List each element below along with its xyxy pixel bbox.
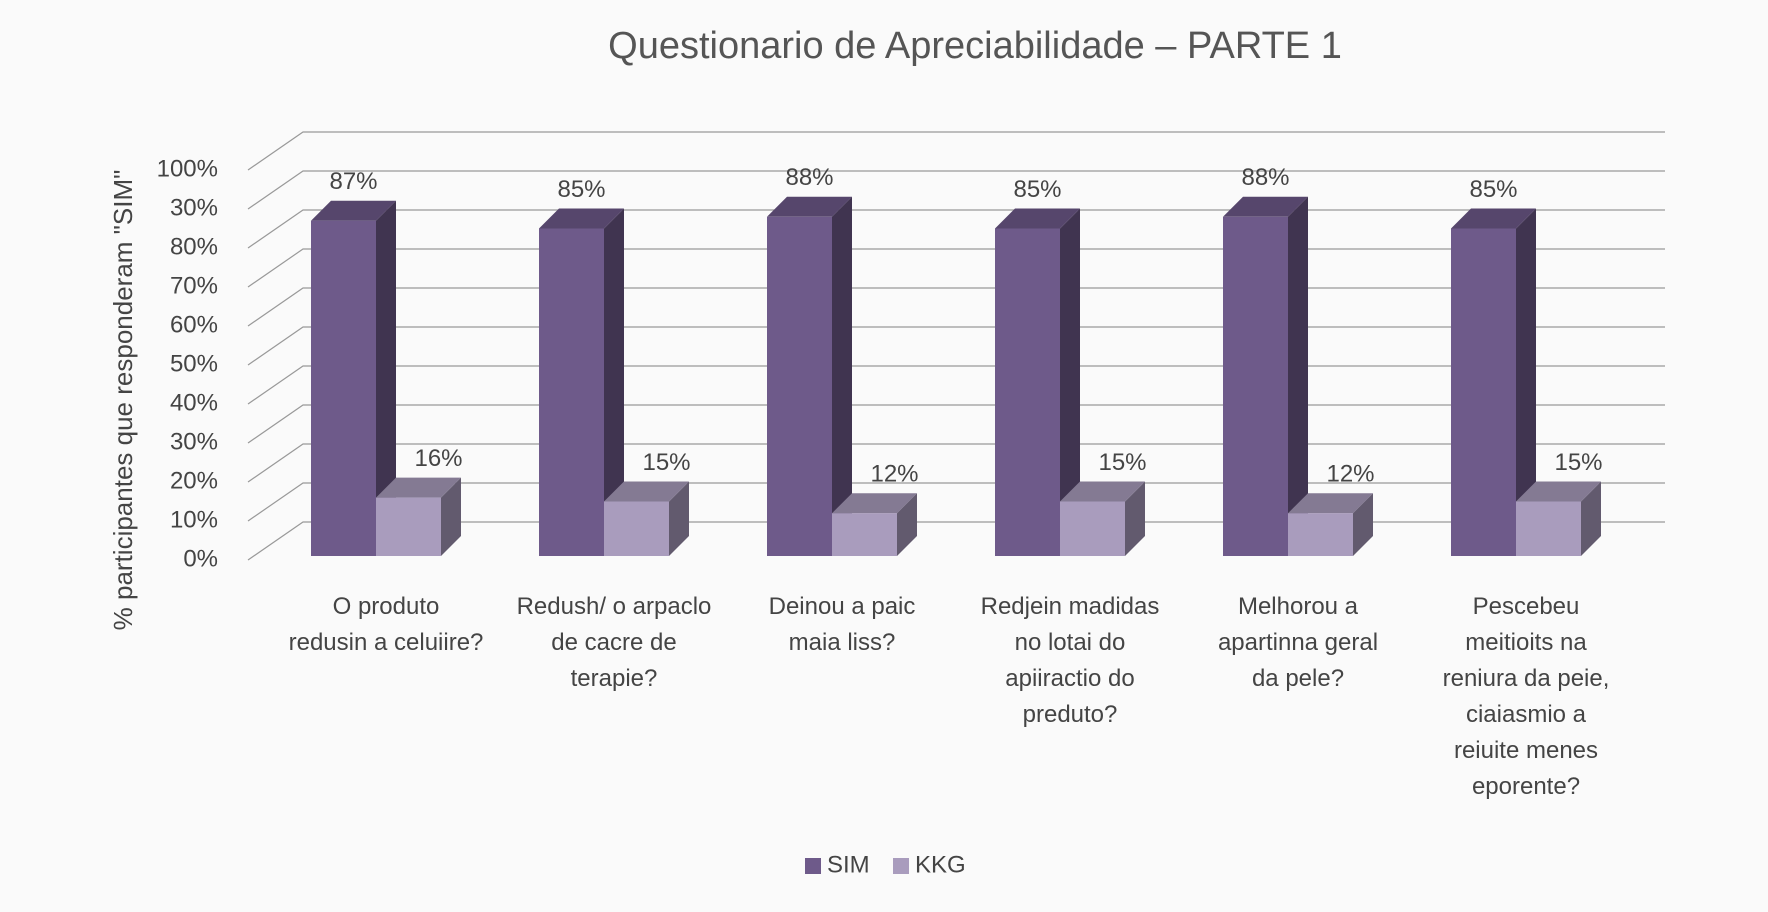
bar-side (832, 196, 852, 557)
data-label: 85% (1013, 176, 1061, 203)
data-label: 15% (1554, 449, 1602, 476)
legend-label: SIM (827, 851, 870, 878)
bar (1060, 501, 1125, 556)
bar-top (1516, 481, 1601, 502)
legend-label: KKG (915, 851, 966, 878)
bar (995, 228, 1060, 556)
bar-top (311, 200, 396, 221)
bar-side (1288, 196, 1308, 557)
data-label: 88% (785, 164, 833, 191)
x-tick-label: Deinou a paic maia liss? (769, 593, 916, 656)
bar-top (995, 208, 1080, 229)
bar-side (604, 208, 624, 556)
y-tick-label: 60% (170, 311, 218, 338)
bar-side (1353, 493, 1373, 556)
x-tick-label: O produto redusin a celuiire? (289, 593, 484, 656)
bar (311, 220, 376, 556)
data-label: 15% (1098, 449, 1146, 476)
bar-top (604, 481, 689, 502)
bar (1288, 513, 1353, 556)
grid-line (247, 443, 1665, 483)
grid-line (247, 482, 1665, 522)
data-label: 12% (1326, 461, 1374, 488)
y-tick-label: 30% (170, 194, 218, 221)
grid-line (247, 365, 1665, 405)
legend-swatch (805, 858, 821, 874)
grid-line (247, 131, 1665, 171)
y-tick-label: 0% (183, 545, 218, 572)
y-tick-label: 30% (170, 428, 218, 455)
data-label: 16% (414, 445, 462, 472)
bar-side (441, 477, 461, 556)
y-tick-label: 40% (170, 389, 218, 416)
grid-line (247, 287, 1665, 327)
grid-line (247, 326, 1665, 366)
bar (376, 497, 441, 556)
bar-top (767, 196, 852, 217)
data-label: 85% (557, 176, 605, 203)
y-tick-label: 50% (170, 350, 218, 377)
grid-line (247, 248, 1665, 288)
grid-line (247, 521, 1665, 561)
x-tick-label: Redush/ o arpaclo de cacre de terapie? (517, 593, 712, 692)
bar-top (539, 208, 624, 229)
bar-side (1060, 208, 1080, 556)
bar (832, 513, 897, 556)
bar-top (832, 493, 917, 514)
y-tick-label: 80% (170, 233, 218, 260)
bar-side (669, 481, 689, 556)
bar-top (1288, 493, 1373, 514)
bar-top (1223, 196, 1308, 217)
legend-swatch (893, 858, 909, 874)
y-axis-label: % participantes que responderam "SIM" (108, 170, 138, 631)
x-tick-label: Redjein madidas no lotai do apiiractio do p… (981, 593, 1160, 728)
bar (1223, 216, 1288, 557)
bar-side (897, 493, 917, 556)
y-tick-label: 100% (157, 155, 218, 182)
bar-side (376, 200, 396, 556)
chart-title: Questionario de Apreciabilidade – PARTE … (608, 25, 1342, 67)
data-label: 88% (1241, 164, 1289, 191)
bar-top (1451, 208, 1536, 229)
bar (1516, 501, 1581, 556)
data-label: 12% (870, 461, 918, 488)
x-tick-label: Pescebeu meitioits na reniura da peie, ciai… (1443, 593, 1610, 800)
grid-line (247, 209, 1665, 249)
data-label: 15% (642, 449, 690, 476)
data-label: 87% (329, 168, 377, 195)
bar-top (376, 477, 461, 498)
bar-side (1516, 208, 1536, 556)
bar-side (1125, 481, 1145, 556)
x-tick-label: Melhorou a apartinna geral da pele? (1218, 593, 1378, 692)
bar (539, 228, 604, 556)
grid-line (247, 404, 1665, 444)
y-tick-label: 20% (170, 467, 218, 494)
bar (767, 216, 832, 557)
data-label: 85% (1469, 176, 1517, 203)
bar (1451, 228, 1516, 556)
grid-line (247, 170, 1665, 210)
bar-side (1581, 481, 1601, 556)
bar-top (1060, 481, 1145, 502)
y-tick-label: 70% (170, 272, 218, 299)
bar (604, 501, 669, 556)
y-tick-label: 10% (170, 506, 218, 533)
